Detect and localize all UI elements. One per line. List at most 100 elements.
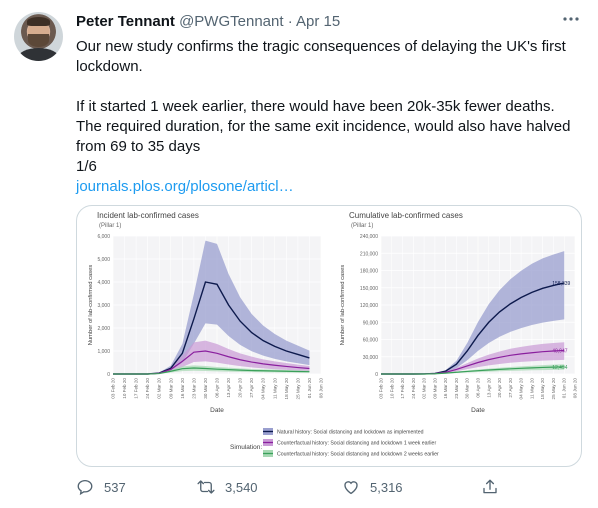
x-tick-label: 27 Apr 20 xyxy=(508,378,513,398)
x-axis-label: Date xyxy=(210,407,224,414)
uncertainty-band xyxy=(381,364,565,374)
x-tick-label: 04 May 20 xyxy=(519,378,524,400)
avatar-body xyxy=(18,48,59,61)
legend-entry: Counterfactual history: Social distancin… xyxy=(277,452,439,458)
x-tick-label: 23 Mar 20 xyxy=(454,378,459,399)
end-value-label: 158,339 xyxy=(552,281,570,287)
x-tick-label: 03 Feb 20 xyxy=(379,378,384,399)
retweet-icon xyxy=(197,480,215,494)
x-tick-label: 01 Jun 20 xyxy=(562,378,567,399)
y-tick-label: 90,000 xyxy=(363,320,379,326)
tweet-date[interactable]: Apr 15 xyxy=(296,13,341,30)
tweet-media-image[interactable]: Incident lab-confirmed cases (Pillar 1) 0 1… xyxy=(76,205,582,467)
x-tick-label: 13 Apr 20 xyxy=(226,378,231,398)
y-tick-label: 4,000 xyxy=(97,280,110,286)
y-tick-label: 60,000 xyxy=(363,338,379,344)
x-tick-label: 06 Apr 20 xyxy=(476,378,481,398)
x-tick-label: 08 Jun 20 xyxy=(319,378,324,399)
x-tick-label: 30 Mar 20 xyxy=(203,378,208,399)
chart-title: Cumulative lab-confirmed cases xyxy=(349,211,463,220)
x-tick-label: 01 Jun 20 xyxy=(307,378,312,399)
uncertainty-band xyxy=(113,365,310,374)
like-button[interactable]: 5,316 xyxy=(342,478,403,496)
retweet-count: 3,540 xyxy=(225,479,258,495)
x-tick-label: 24 Feb 20 xyxy=(411,378,416,399)
y-axis-label: Number of lab-confirmed cases xyxy=(340,265,346,346)
x-axis-label: Date xyxy=(471,407,485,414)
like-icon xyxy=(344,481,358,495)
separator-dot: · xyxy=(287,13,293,30)
x-tick-label: 27 Apr 20 xyxy=(249,378,254,398)
x-tick-label: 16 Mar 20 xyxy=(443,378,448,399)
reply-icon xyxy=(77,479,93,496)
y-tick-label: 0 xyxy=(107,372,110,378)
x-tick-label: 11 May 20 xyxy=(272,378,277,400)
like-count: 5,316 xyxy=(370,479,403,495)
tweet-actions: 537 3,540 5,316 xyxy=(76,478,516,500)
end-value-label: 40,947 xyxy=(552,348,568,354)
x-tick-label: 13 Apr 20 xyxy=(486,378,491,398)
x-tick-label: 24 Feb 20 xyxy=(145,378,150,399)
x-tick-label: 04 May 20 xyxy=(261,378,266,400)
y-tick-label: 0 xyxy=(375,372,378,378)
share-icon xyxy=(483,479,497,494)
y-tick-label: 30,000 xyxy=(363,355,379,361)
uncertainty-band xyxy=(381,251,565,374)
chart-subtitle: (Pillar 1) xyxy=(99,223,121,229)
x-tick-label: 16 Mar 20 xyxy=(180,378,185,399)
retweet-button[interactable]: 3,540 xyxy=(197,478,258,496)
y-tick-label: 180,000 xyxy=(360,269,378,275)
x-tick-label: 25 May 20 xyxy=(295,378,300,400)
x-tick-label: 10 Feb 20 xyxy=(122,378,127,399)
uncertainty-band xyxy=(381,342,565,374)
y-tick-label: 2,000 xyxy=(97,326,110,332)
chart-incident-cases: Incident lab-confirmed cases(Pillar 1)01… xyxy=(88,211,324,414)
more-icon[interactable] xyxy=(562,10,580,33)
x-tick-label: 17 Feb 20 xyxy=(134,378,139,399)
x-tick-label: 09 Mar 20 xyxy=(168,378,173,399)
x-tick-label: 06 Apr 20 xyxy=(215,378,220,398)
uncertainty-band xyxy=(113,240,310,374)
y-tick-label: 150,000 xyxy=(360,286,378,292)
x-tick-label: 02 Mar 20 xyxy=(157,378,162,399)
x-tick-label: 25 May 20 xyxy=(551,378,556,400)
chart-subtitle: (Pillar 1) xyxy=(351,223,373,229)
reply-count: 537 xyxy=(104,479,126,495)
tweet-text: Our new study confirms the tragic conseq… xyxy=(76,37,576,197)
avatar[interactable] xyxy=(14,12,63,61)
x-tick-label: 17 Feb 20 xyxy=(400,378,405,399)
author-handle[interactable]: @PWGTennant xyxy=(179,13,284,30)
author-name[interactable]: Peter Tennant xyxy=(76,13,175,30)
chart-figure: Incident lab-confirmed cases(Pillar 1)01… xyxy=(88,211,578,458)
y-tick-label: 6,000 xyxy=(97,234,110,240)
x-tick-label: 08 Jun 20 xyxy=(573,378,578,399)
x-tick-label: 18 May 20 xyxy=(284,378,289,400)
y-tick-label: 3,000 xyxy=(97,303,110,309)
y-tick-label: 210,000 xyxy=(360,251,378,257)
x-tick-label: 20 Apr 20 xyxy=(238,378,243,398)
tweet-header: Peter Tennant @PWGTennant · Apr 15 xyxy=(76,12,340,32)
legend-entry: Counterfactual history: Social distancin… xyxy=(277,441,436,447)
reply-button[interactable]: 537 xyxy=(76,478,126,496)
tweet-link[interactable]: journals.plos.org/plosone/articl… xyxy=(76,178,294,195)
x-tick-label: 23 Mar 20 xyxy=(191,378,196,399)
legend-entry: Natural history: Social distancing and l… xyxy=(277,430,424,436)
avatar-hair xyxy=(27,17,50,26)
y-tick-label: 5,000 xyxy=(97,257,110,263)
x-tick-label: 11 May 20 xyxy=(529,378,534,400)
x-tick-label: 30 Mar 20 xyxy=(465,378,470,399)
chart-legend: Simulation: Natural history: Social dista… xyxy=(230,428,439,458)
end-value-label: 12,494 xyxy=(552,365,568,371)
share-button[interactable] xyxy=(481,478,499,496)
chart-title: Incident lab-confirmed cases xyxy=(97,211,199,220)
x-tick-label: 10 Feb 20 xyxy=(389,378,394,399)
x-tick-label: 03 Feb 20 xyxy=(111,378,116,399)
y-axis-label: Number of lab-confirmed cases xyxy=(88,265,94,346)
y-tick-label: 120,000 xyxy=(360,303,378,309)
tweet-line-3: 1/6 xyxy=(76,158,97,175)
tweet-line-2: If it started 1 week earlier, there woul… xyxy=(76,98,571,155)
series-line xyxy=(381,366,565,375)
chart-cumulative-cases: Cumulative lab-confirmed cases (Pillar 1)… xyxy=(340,211,578,414)
y-tick-label: 240,000 xyxy=(360,234,378,240)
avatar-beard xyxy=(28,34,49,47)
